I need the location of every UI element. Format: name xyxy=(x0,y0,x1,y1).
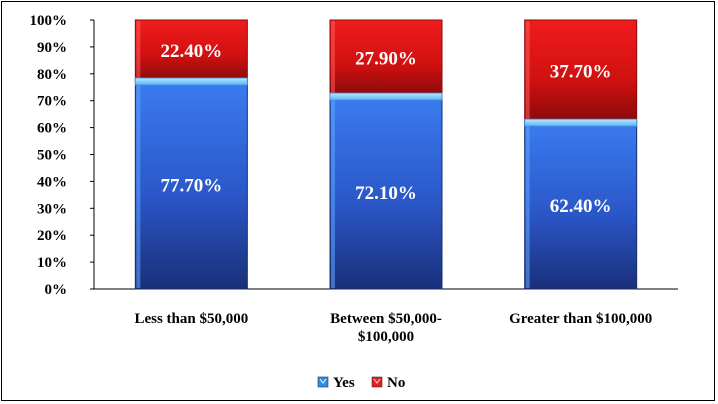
legend-label-yes: Yes xyxy=(333,375,355,391)
data-label-no: 27.90% xyxy=(355,49,417,70)
x-category-label: Greater than $100,000 xyxy=(509,311,652,327)
x-category-label-line: Greater than $100,000 xyxy=(509,311,652,327)
legend-swatch-mark xyxy=(319,378,327,384)
y-tick-label: 50% xyxy=(37,148,67,164)
bar-highlight-no xyxy=(331,21,335,95)
y-tick-label: 20% xyxy=(37,228,67,244)
x-category-label: Between $50,000- $100,000 xyxy=(330,311,442,345)
y-tick-label: 10% xyxy=(37,255,67,271)
bar-no xyxy=(134,19,248,81)
data-label-yes: 62.40% xyxy=(550,196,612,217)
bar-highlight-no xyxy=(136,21,141,79)
bar-no xyxy=(524,19,638,122)
bar-yes xyxy=(134,79,248,290)
bar-yes-cap xyxy=(134,77,248,86)
y-tick-label: 60% xyxy=(37,121,67,137)
bar-yes xyxy=(524,120,638,290)
bar-highlight-yes xyxy=(525,122,530,288)
legend-item-no: No xyxy=(371,375,405,391)
y-tick-label: 90% xyxy=(37,40,67,56)
y-tick-label: 80% xyxy=(37,67,67,83)
bars xyxy=(134,19,638,290)
y-tick-label: 40% xyxy=(37,174,67,190)
bar-highlight-yes xyxy=(136,80,141,288)
bar-highlight-no xyxy=(525,21,530,121)
data-label-no: 22.40% xyxy=(160,41,222,62)
legend-item-yes: Yes xyxy=(317,375,355,391)
bar-yes-cap xyxy=(524,118,638,127)
x-category-label-line: $100,000 xyxy=(358,329,414,345)
y-tick-label: 0% xyxy=(45,282,68,298)
x-category-label-line: Between $50,000- xyxy=(330,311,442,327)
bar-no xyxy=(329,19,443,96)
data-label-yes: 77.70% xyxy=(160,175,222,196)
x-category-label-line: Less than $50,000 xyxy=(134,311,248,327)
y-tick-label: 70% xyxy=(37,94,67,110)
y-tick-label: 30% xyxy=(37,201,67,217)
axes: 0% 10% 20% 30% 40% 50% 60% 70% 80% 90% 100% Less th… xyxy=(30,13,678,345)
legend-swatch-mark xyxy=(373,378,381,384)
bar-yes-cap xyxy=(329,92,443,101)
y-tick-label: 100% xyxy=(30,13,68,29)
data-label-yes: 72.10% xyxy=(355,183,417,204)
data-label-no: 37.70% xyxy=(550,62,612,83)
bar-highlight-yes xyxy=(331,96,335,289)
bar-yes xyxy=(329,94,443,290)
data-labels: 77.70% 22.40% 72.10% 27.90% 62.40% 37.70% xyxy=(160,41,611,217)
legend-label-no: No xyxy=(387,375,405,391)
x-category-label: Less than $50,000 xyxy=(134,311,248,327)
legend: Yes No xyxy=(317,375,405,391)
